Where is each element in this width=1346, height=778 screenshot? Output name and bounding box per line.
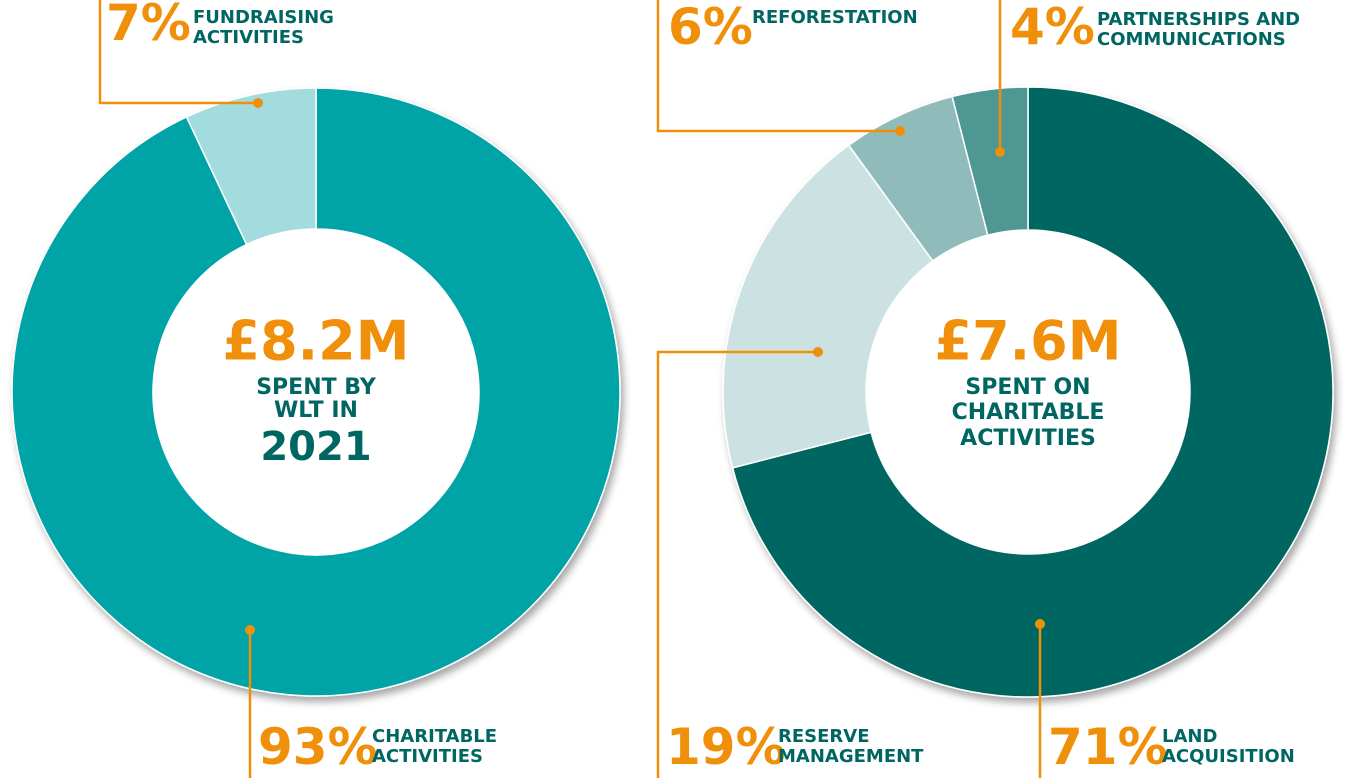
donut-hole — [866, 230, 1190, 554]
category-label: CHARITABLE ACTIVITIES — [372, 726, 498, 767]
center-text: SPENT BY — [256, 375, 377, 400]
center-text: CHARITABLE — [952, 400, 1105, 425]
center-text: £7.6M — [935, 310, 1122, 373]
leader-dot — [253, 98, 263, 108]
leader-dot — [245, 625, 255, 635]
center-text: WLT IN — [274, 398, 358, 423]
category-label: REFORESTATION — [752, 7, 918, 28]
value-label: 4% — [1010, 0, 1095, 56]
category-label: PARTNERSHIPS AND COMMUNICATIONS — [1097, 9, 1301, 50]
center-text: 2021 — [260, 424, 371, 470]
center-text: £8.2M — [223, 310, 410, 373]
leader-line — [656, 0, 900, 133]
category-label: LAND ACQUISITION — [1162, 726, 1295, 767]
category-label: FUNDRAISING ACTIVITIES — [193, 7, 334, 48]
value-label: 6% — [668, 0, 753, 56]
leader-dot — [895, 126, 905, 136]
value-label: 7% — [106, 0, 191, 52]
donut-hole — [153, 229, 479, 555]
leader-dot — [813, 347, 823, 357]
leader-dot — [1035, 619, 1045, 629]
leader-line — [656, 350, 818, 778]
leader-dot — [995, 147, 1005, 157]
center-text: SPENT ON — [965, 375, 1090, 400]
value-label: 71% — [1048, 718, 1168, 776]
category-label: RESERVE MANAGEMENT — [778, 726, 924, 767]
leader-line — [98, 0, 258, 105]
center-text: ACTIVITIES — [960, 426, 1096, 451]
value-label: 93% — [258, 718, 378, 776]
value-label: 19% — [666, 718, 786, 776]
